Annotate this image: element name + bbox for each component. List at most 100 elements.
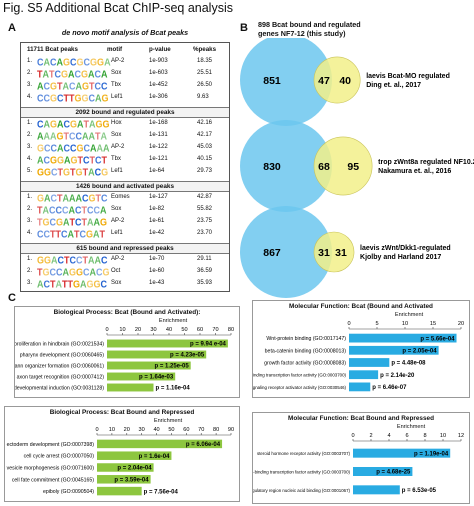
enrichment-bar [107, 372, 176, 381]
pvalue-label: p = 1.64e-03 [139, 375, 174, 381]
category-label: signaling receptor activator activity (G… [253, 385, 347, 390]
x-tick-label: 90 [228, 427, 234, 433]
motif-pvalue: 1e-131 [149, 132, 168, 138]
venn-svg: 851 47 40 laevis Bcat-MO regulated Ding et. … [240, 34, 474, 298]
x-tick-label: 30 [150, 327, 156, 333]
x-tick-label: 10 [440, 433, 446, 439]
enrichment-bar [349, 333, 457, 343]
x-tick-label: 5 [375, 321, 378, 327]
motif-percent: 36.59 [197, 268, 213, 274]
motif-row: 2. T G C C A G G C A C G Oct 1e-60 36.59 [21, 266, 229, 278]
category-label: cell fate commitment (GO:0045165) [12, 477, 94, 483]
motif-row: 1. G G A C T C C T A A C AP-2 1e-70 29.11 [21, 254, 229, 266]
venn-count-right: 95 [347, 161, 359, 173]
pvalue-label: p = 9.94 e-04 [190, 342, 227, 348]
category-label: beta-catenin binding (GO:0008013) [265, 348, 347, 354]
chart-xlabel: Enrichment [394, 312, 424, 318]
panel-b-letter: B [240, 22, 248, 34]
motif-name: Lef1 [111, 168, 123, 174]
chart-xlabel: Enrichment [153, 418, 183, 424]
category-label: developmental induction (GO:0031128) [15, 386, 104, 392]
motif-name: Oct [111, 268, 121, 274]
column-header-peaks: %peaks [193, 46, 217, 53]
pvalue-label: p = 3.59e-04 [114, 478, 149, 484]
chart-title: Molecular Function: Bcat Bound and Repre… [288, 415, 434, 422]
x-tick-label: 60 [197, 327, 203, 333]
category-label: otic vesicle morphogenesis (GO:0071600) [5, 466, 94, 472]
chart-xlabel: Enrichment [396, 424, 426, 430]
x-tick-label: 80 [213, 427, 219, 433]
enrichment-bar [107, 339, 228, 348]
motif-row: 4. A C G G A G T C T C T Tbx 1e-121 40.15 [21, 154, 229, 166]
pvalue-label: p = 5.66e-04 [420, 336, 455, 342]
motif-rank: 1. [27, 120, 33, 126]
venn-label-line2: Ding et. al., 2017 [366, 82, 421, 89]
pvalue-label: p = 2.14e-20 [380, 373, 415, 379]
motif-name: AP-2 [111, 256, 125, 262]
pvalue-label: p = 7.56e-04 [144, 489, 179, 495]
venn-label-line1: laevis Bcat-MO regulated [366, 73, 450, 80]
motif-row: 3. T G C G A T C T A A G AP-2 1e-61 23.75 [21, 216, 229, 228]
motif-rank: 3. [27, 280, 33, 286]
chart-title: Biological Process: Bcat (Bound and Acti… [53, 309, 201, 316]
pvalue-label: p = 6.06e-04 [186, 442, 221, 448]
motif-rank: 1. [27, 194, 33, 200]
motif-name: AP-2 [111, 144, 125, 150]
venn-count-left: 830 [263, 161, 281, 173]
x-tick-label: 10 [119, 327, 125, 333]
venn-circle-comparison [313, 56, 361, 104]
motif-name: Eomes [111, 194, 130, 200]
motif-rank: 5. [27, 168, 33, 174]
motif-rank: 3. [27, 218, 33, 224]
pvalue-label: p = 1.6e-04 [139, 454, 171, 460]
motif-pvalue: 1e-61 [149, 218, 165, 224]
enrichment-bar [349, 358, 390, 367]
motif-rank: 4. [27, 94, 33, 100]
x-tick-label: 8 [423, 433, 426, 439]
motif-percent: 18.35 [197, 58, 213, 64]
motif-name: Lef1 [111, 94, 123, 100]
category-label: axon target recognition (GO:0007412) [17, 375, 105, 381]
motif-row: 3. G C C A C C G C A A A AP-2 1e-122 45.03 [21, 142, 229, 154]
venn-circle-bcat [240, 206, 332, 298]
x-tick-label: 0 [105, 327, 108, 333]
venn-count-left: 867 [263, 247, 281, 259]
venn-count-overlap: 47 [318, 75, 330, 87]
category-label: DNA-binding transcription factor activit… [253, 470, 351, 475]
x-tick-label: 50 [168, 427, 174, 433]
x-tick-label: 0 [347, 321, 350, 327]
pvalue-label: p = 4.23e-05 [170, 353, 205, 359]
motif-name: Sox [111, 280, 122, 286]
group-title: 11711 Bcat peaks [27, 46, 78, 53]
enrichment-bar [97, 451, 172, 460]
motif-pvalue: 1e-121 [149, 156, 168, 162]
x-tick-label: 20 [124, 427, 130, 433]
motif-percent: 42.17 [197, 132, 213, 138]
enrichment-chart: Molecular Function: Bcat (Bound and Acti… [252, 300, 470, 398]
motif-row: 3. A C T A T T G A G G C Sox 1e-43 35.93 [21, 278, 229, 290]
motif-percent: 9.63 [197, 94, 209, 100]
x-tick-label: 6 [405, 433, 408, 439]
motif-pvalue: 1e-122 [149, 144, 168, 150]
x-tick-label: 40 [153, 427, 159, 433]
enrichment-bar [107, 361, 191, 370]
enrichment-bar [353, 448, 451, 458]
x-tick-label: 10 [109, 427, 115, 433]
venn-circle-bcat [240, 34, 332, 126]
motif-name: AP-2 [111, 218, 125, 224]
enrichment-bar [97, 439, 223, 449]
chart-plot: 0 10 20 30 40 50 60 70 80 90 ectoderm development … [5, 427, 234, 496]
motif-name: Hox [111, 120, 122, 126]
figure-title: Fig. S5 Additional Bcat ChIP-seq analysi… [3, 1, 233, 15]
venn-label-line1: laevis zWnt/Dkk1-regulated [360, 245, 451, 252]
motif-percent: 23.70 [197, 230, 213, 236]
enrichment-charts: Biological Process: Bcat (Bound and Acti… [0, 300, 474, 506]
